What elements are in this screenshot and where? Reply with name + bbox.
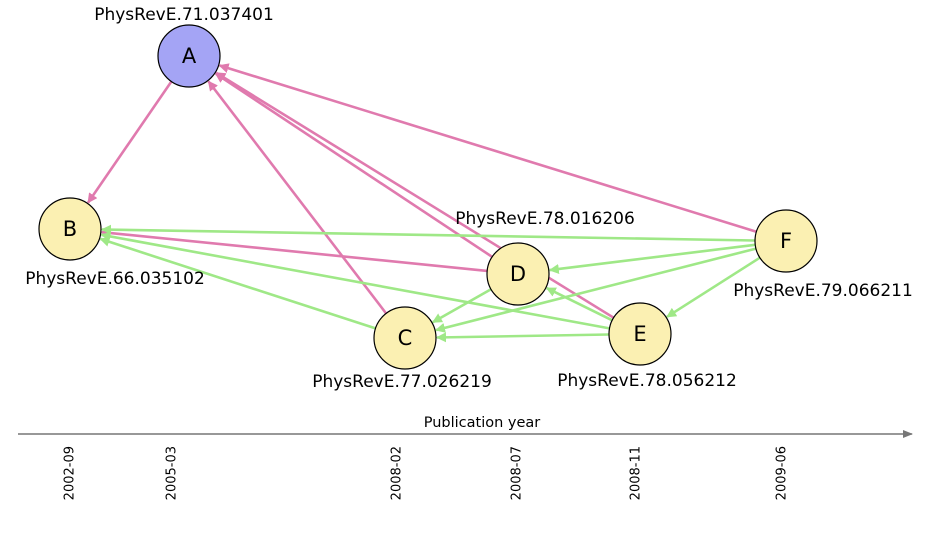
edge-E-to-A xyxy=(215,71,615,319)
edge-E-to-D xyxy=(545,286,613,322)
node-letter-B: B xyxy=(63,217,77,241)
node-A[interactable]: A PhysRevE.71.037401 xyxy=(94,5,274,88)
node-letter-E: E xyxy=(633,322,646,346)
node-label-B: PhysRevE.66.035102 xyxy=(25,269,205,289)
edge-D-to-C xyxy=(431,288,492,324)
node-circle-A[interactable] xyxy=(157,24,221,88)
edge-F-to-A xyxy=(218,63,757,234)
node-circle-E[interactable] xyxy=(608,302,672,366)
node-letter-F: F xyxy=(780,229,792,253)
tick-label-t2002: 2002-09 xyxy=(63,446,78,500)
timeline-axis: Publication year 2002-09 2005-03 2008-02 20… xyxy=(18,415,913,500)
node-circle-F[interactable] xyxy=(754,209,818,273)
tick-label-t2009: 2009-06 xyxy=(775,446,790,500)
edge-F-to-E xyxy=(666,256,761,318)
edge-C-to-B xyxy=(99,236,376,330)
edge-E-to-B xyxy=(100,231,610,330)
tick-label-t2005: 2005-03 xyxy=(165,446,180,500)
node-label-A: PhysRevE.71.037401 xyxy=(94,5,274,25)
node-D[interactable]: D PhysRevE.78.016206 xyxy=(455,209,635,306)
node-F[interactable]: F PhysRevE.79.066211 xyxy=(733,209,913,301)
tick-labels: 2002-09 2005-03 2008-02 2008-07 2008-11 2009-… xyxy=(63,446,790,500)
node-letter-D: D xyxy=(510,262,526,286)
node-label-C: PhysRevE.77.026219 xyxy=(312,372,492,392)
node-circle-D[interactable] xyxy=(486,242,550,306)
tick-label-t2008a: 2008-02 xyxy=(390,446,405,500)
citation-edges xyxy=(87,63,761,343)
node-E[interactable]: E PhysRevE.78.056212 xyxy=(557,302,737,391)
tick-label-t2008c: 2008-11 xyxy=(629,446,644,500)
node-label-D: PhysRevE.78.016206 xyxy=(455,209,635,229)
edge-F-to-B xyxy=(101,224,756,242)
node-letter-C: C xyxy=(398,326,413,350)
node-letter-A: A xyxy=(182,44,197,68)
edge-F-to-C xyxy=(435,247,757,333)
axis-title: Publication year xyxy=(424,415,541,431)
node-C[interactable]: C PhysRevE.77.026219 xyxy=(312,306,492,392)
node-B[interactable]: B PhysRevE.66.035102 xyxy=(25,197,205,289)
edge-C-to-A xyxy=(207,80,388,315)
edge-E-to-C xyxy=(436,332,610,343)
edge-D-to-A xyxy=(214,72,493,258)
node-label-F: PhysRevE.79.066211 xyxy=(733,281,913,301)
edge-D-to-B xyxy=(100,228,488,273)
node-label-E: PhysRevE.78.056212 xyxy=(557,371,737,391)
node-circle-B[interactable] xyxy=(38,197,102,261)
node-circle-C[interactable] xyxy=(373,306,437,370)
edge-A-to-B xyxy=(87,80,173,204)
edge-F-to-D xyxy=(548,243,756,274)
tick-label-t2008b: 2008-07 xyxy=(510,446,525,500)
paper-nodes: A PhysRevE.71.037401 B PhysRevE.66.035102 C P… xyxy=(25,5,913,392)
